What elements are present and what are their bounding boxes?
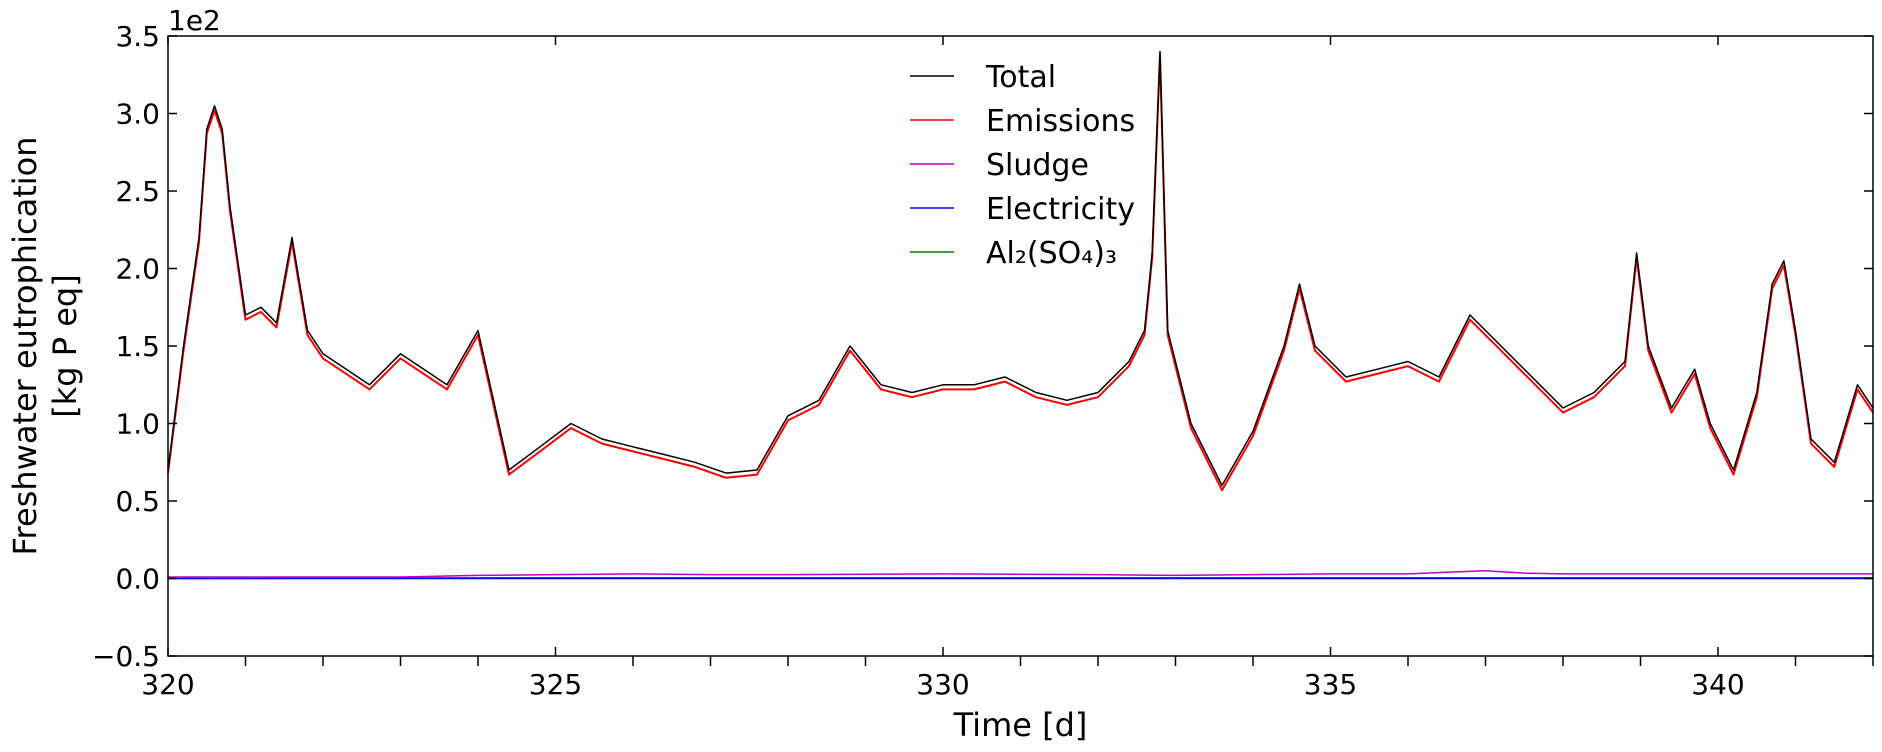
y-tick-label: 3.0: [115, 98, 160, 131]
x-tick-label: 335: [1304, 668, 1357, 701]
y-tick-label: 0.0: [115, 563, 160, 596]
x-tick-label: 340: [1691, 668, 1744, 701]
legend: Total Emissions Sludge Electricity Al₂(SO₄)₃: [910, 60, 1135, 271]
y-tick-label: 3.5: [115, 20, 160, 53]
series-layer: [167, 50, 1874, 580]
x-tick-label: 330: [916, 668, 969, 701]
ticks-layer: 320 325 330 335 340 −0.5 0.0 0.5 1.0 1.5 2.0 2.5 3.0…: [92, 20, 1874, 701]
y-axis-label-line-2: [kg P eq]: [46, 274, 84, 417]
series-line-0: [167, 50, 1874, 487]
y-tick-label: 1.0: [115, 408, 160, 441]
legend-label: Sludge: [986, 148, 1089, 183]
series-line-2: [168, 570, 1873, 578]
y-tick-label: 2.0: [115, 253, 160, 286]
x-tick-label: 320: [141, 668, 194, 701]
x-axis-label: Time [d]: [953, 706, 1088, 744]
y-tick-label: 2.5: [115, 175, 160, 208]
y-tick-label: 0.5: [115, 485, 160, 518]
x-tick-label: 325: [529, 668, 582, 701]
legend-label: Electricity: [986, 192, 1135, 227]
y-axis-label-line-1: Freshwater eutrophication: [6, 136, 44, 555]
legend-label: Al₂(SO₄)₃: [986, 236, 1117, 271]
y-tick-label: 1.5: [115, 330, 160, 363]
y-multiplier-label: 1e2: [168, 4, 221, 37]
legend-label: Total: [985, 60, 1056, 95]
y-tick-label: −0.5: [92, 640, 160, 673]
legend-label: Emissions: [986, 104, 1135, 139]
